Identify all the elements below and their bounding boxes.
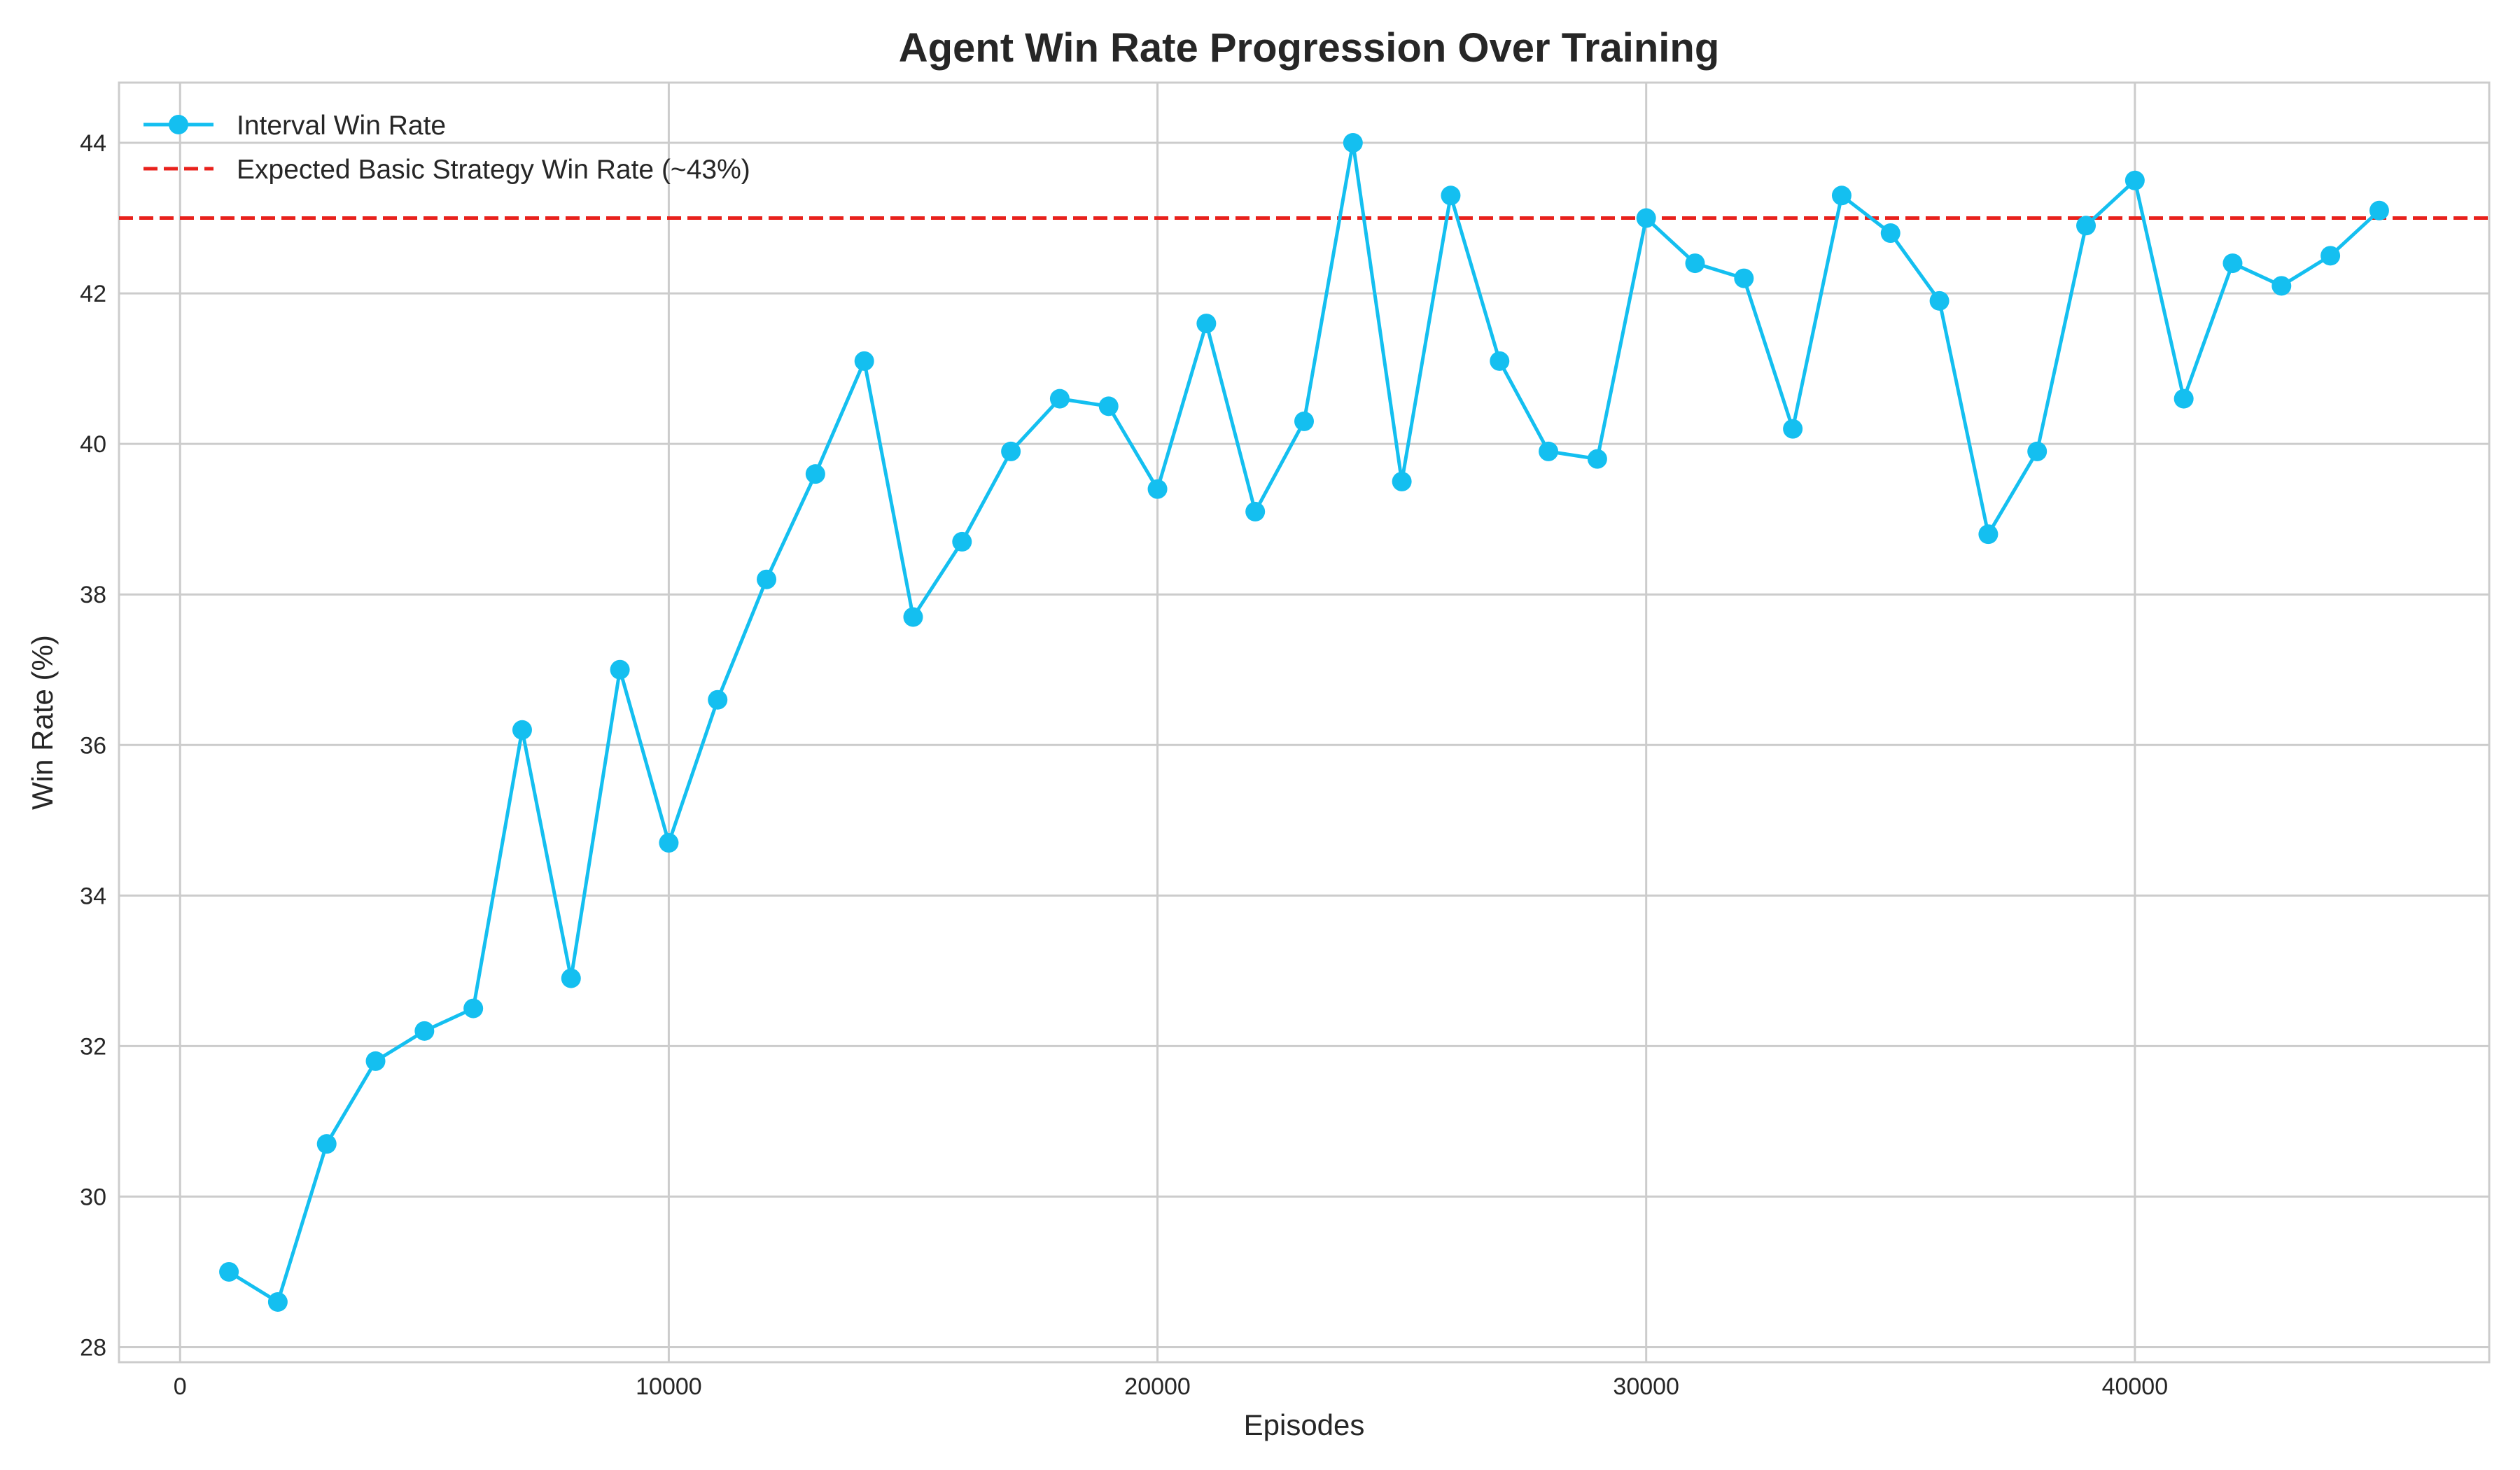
data-point bbox=[1880, 223, 1900, 244]
data-point bbox=[2124, 170, 2145, 190]
grid-lines bbox=[119, 83, 2489, 1362]
data-point bbox=[1831, 186, 1851, 206]
data-point bbox=[1978, 524, 1998, 545]
data-point bbox=[1196, 314, 1217, 334]
data-point bbox=[1734, 268, 1754, 288]
series-layer bbox=[219, 133, 2389, 1312]
y-tick-label: 32 bbox=[80, 1033, 106, 1060]
data-point bbox=[2320, 246, 2341, 266]
data-point bbox=[1929, 290, 1949, 311]
data-point bbox=[1245, 501, 1266, 522]
data-point bbox=[610, 659, 630, 680]
data-point bbox=[1294, 411, 1314, 431]
legend: Interval Win Rate Expected Basic Strateg… bbox=[144, 111, 750, 185]
data-point bbox=[316, 1134, 337, 1154]
data-point bbox=[2222, 253, 2243, 274]
data-point bbox=[1587, 449, 1607, 469]
plot-frame bbox=[118, 81, 2491, 1364]
y-tick-label: 30 bbox=[80, 1184, 106, 1210]
data-point bbox=[414, 1021, 435, 1041]
data-point bbox=[952, 531, 972, 552]
data-point bbox=[854, 351, 874, 371]
x-axis-label: Episodes bbox=[1244, 1408, 1365, 1441]
data-point bbox=[1001, 441, 1021, 461]
data-point bbox=[463, 998, 484, 1018]
data-point bbox=[1392, 471, 1412, 491]
data-point bbox=[903, 607, 923, 627]
data-point bbox=[1343, 133, 1363, 153]
y-tick-label: 28 bbox=[80, 1334, 106, 1361]
data-point bbox=[708, 690, 728, 710]
data-point bbox=[1049, 388, 1070, 409]
data-point bbox=[1685, 253, 1705, 274]
data-point bbox=[1539, 441, 1559, 461]
data-point bbox=[561, 968, 581, 988]
legend-marker-interval-win-rate bbox=[169, 115, 188, 134]
tick-labels: 0 10000 20000 30000 40000 28 30 32 34 36 38 40 42 44 bbox=[80, 130, 2168, 1400]
data-point bbox=[1441, 186, 1461, 206]
y-tick-label: 42 bbox=[80, 281, 106, 307]
y-tick-label: 34 bbox=[80, 883, 106, 909]
y-tick-label: 44 bbox=[80, 130, 106, 157]
x-tick-label: 20000 bbox=[1124, 1373, 1191, 1400]
data-point bbox=[1636, 208, 1656, 228]
data-point bbox=[1098, 396, 1119, 416]
y-axis-label: Win Rate (%) bbox=[26, 635, 59, 810]
x-tick-label: 30000 bbox=[1613, 1373, 1679, 1400]
data-point bbox=[219, 1261, 239, 1282]
data-point bbox=[365, 1051, 386, 1071]
data-point bbox=[757, 569, 777, 589]
y-tick-label: 40 bbox=[80, 431, 106, 458]
x-tick-label: 10000 bbox=[636, 1373, 702, 1400]
data-point bbox=[2027, 441, 2047, 461]
data-point bbox=[267, 1292, 288, 1312]
data-point bbox=[805, 464, 825, 484]
interval-win-rate-line bbox=[227, 141, 2381, 1304]
data-point bbox=[512, 720, 532, 740]
legend-label-interval-win-rate: Interval Win Rate bbox=[237, 111, 446, 141]
y-tick-label: 38 bbox=[80, 582, 106, 608]
data-point bbox=[1783, 419, 1803, 439]
data-point bbox=[659, 833, 679, 853]
legend-label-expected-win-rate: Expected Basic Strategy Win Rate (~43%) bbox=[237, 155, 750, 185]
data-point bbox=[2174, 388, 2194, 409]
x-tick-label: 0 bbox=[174, 1373, 187, 1400]
data-point bbox=[1147, 479, 1168, 499]
chart-title: Agent Win Rate Progression Over Training bbox=[899, 25, 1720, 71]
data-point bbox=[1490, 351, 1510, 371]
x-tick-label: 40000 bbox=[2102, 1373, 2169, 1400]
y-tick-label: 36 bbox=[80, 732, 106, 759]
data-point bbox=[2272, 276, 2292, 296]
data-point bbox=[2369, 200, 2389, 220]
data-point bbox=[2076, 216, 2096, 236]
